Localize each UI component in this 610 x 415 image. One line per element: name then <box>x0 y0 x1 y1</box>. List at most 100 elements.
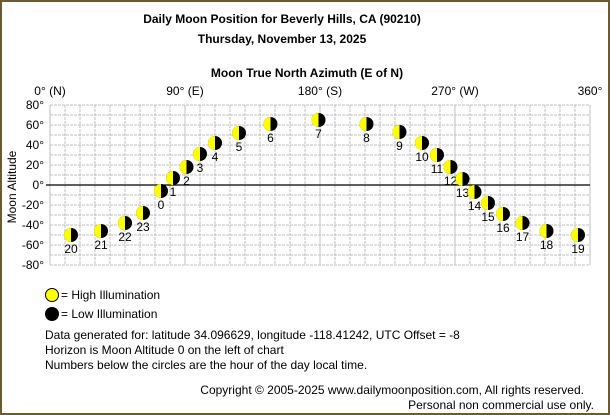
moon-point: 5 <box>232 126 246 154</box>
moon-point: 3 <box>193 147 207 175</box>
hour-label: 22 <box>118 230 132 244</box>
hour-label: 10 <box>415 150 429 164</box>
note-location: Data generated for: latitude 34.096629, … <box>45 328 460 342</box>
hour-label: 14 <box>468 199 482 213</box>
moon-lit-half <box>496 207 503 221</box>
moon-point: 21 <box>94 224 108 252</box>
moon-lit-half <box>430 148 437 162</box>
hour-label: 9 <box>396 139 403 153</box>
moon-lit-half <box>515 216 523 230</box>
moon-lit-half <box>136 206 143 220</box>
moon-lit-half <box>193 147 200 161</box>
y-tick-label: -40° <box>22 218 44 232</box>
moon-point: 15 <box>481 196 495 224</box>
legend-low-label: = Low Illumination <box>61 307 158 321</box>
hour-label: 1 <box>170 185 177 199</box>
moon-lit-half <box>481 196 488 210</box>
x-tick-label: 270° (W) <box>431 84 478 98</box>
hour-label: 5 <box>236 140 243 154</box>
moon-lit-half <box>443 160 451 174</box>
moon-point: 8 <box>359 117 374 145</box>
hour-label: 12 <box>444 174 458 188</box>
moon-point: 11 <box>430 148 444 176</box>
hour-label: 4 <box>212 150 219 164</box>
moon-lit-half <box>208 136 215 150</box>
moon-point: 17 <box>515 216 530 244</box>
x-axis-title: Moon True North Azimuth (E of N) <box>210 66 404 80</box>
x-tick-label: 90° (E) <box>166 84 203 98</box>
hour-label: 23 <box>136 220 150 234</box>
legend-low-icon <box>45 307 59 321</box>
x-tick-label: 180° (S) <box>298 84 342 98</box>
moon-lit-half <box>166 171 173 185</box>
hour-label: 15 <box>481 210 495 224</box>
hour-label: 8 <box>363 131 370 145</box>
moon-point: 10 <box>415 136 429 164</box>
y-tick-label: 40° <box>26 138 44 152</box>
note-hours: Numbers below the circles are the hour o… <box>45 358 368 372</box>
chart-date: Thursday, November 13, 2025 <box>197 32 367 46</box>
moon-point: 23 <box>136 206 150 234</box>
hour-label: 18 <box>540 238 554 252</box>
hour-label: 2 <box>183 174 190 188</box>
note-horizon: Horizon is Moon Altitude 0 on the left o… <box>45 343 284 357</box>
moon-lit-half <box>263 117 271 131</box>
moon-lit-half <box>467 185 475 199</box>
hour-label: 21 <box>94 238 108 252</box>
hour-label: 19 <box>571 242 585 256</box>
moon-point: 0 <box>154 184 168 212</box>
x-tick-label: 360° <box>578 84 603 98</box>
moon-point: 19 <box>571 228 585 256</box>
moon-lit-half <box>232 126 239 140</box>
y-tick-label: -20° <box>22 198 44 212</box>
hour-label: 11 <box>431 162 444 176</box>
hour-label: 3 <box>197 161 204 175</box>
moon-lit-half <box>154 184 161 198</box>
hour-label: 6 <box>267 131 274 145</box>
moon-point: 22 <box>118 216 132 244</box>
moon-lit-half <box>415 136 422 150</box>
hour-label: 13 <box>456 186 470 200</box>
moon-point: 12 <box>443 160 458 188</box>
moon-lit-half <box>179 160 187 174</box>
moon-point: 16 <box>496 207 510 235</box>
moon-point: 6 <box>263 117 278 145</box>
axis-ticks: 0° (N) 90° (E) 180° (S) 270° (W) 360°80°60°4… <box>22 84 603 272</box>
hour-label: 17 <box>516 230 530 244</box>
y-tick-label: 0° <box>33 178 45 192</box>
moon-point: 7 <box>311 113 326 141</box>
y-tick-label: 60° <box>26 118 44 132</box>
moon-point: 9 <box>392 125 407 153</box>
moon-lit-half <box>359 117 367 131</box>
usage-note: Personal non commercial use only. <box>408 398 594 412</box>
moon-lit-half <box>392 125 400 140</box>
x-tick-label: 0° (N) <box>34 84 65 98</box>
grid <box>46 104 591 266</box>
moon-lit-half <box>311 113 319 127</box>
moon-point: 14 <box>467 185 482 213</box>
hour-label: 0 <box>158 198 165 212</box>
moon-lit-half <box>118 216 125 230</box>
moon-point: 2 <box>179 160 194 188</box>
moon-lit-half <box>94 224 101 238</box>
y-tick-label: 20° <box>26 158 44 172</box>
y-tick-label: -80° <box>22 258 44 272</box>
copyright: Copyright © 2005-2025 www.dailymoonposit… <box>200 383 584 397</box>
hour-label: 7 <box>315 127 322 141</box>
chart-title: Daily Moon Position for Beverly Hills, C… <box>143 12 421 26</box>
legend-high-label: = High Illumination <box>61 288 161 302</box>
moon-lit-half <box>64 228 71 242</box>
hour-label: 16 <box>496 221 510 235</box>
y-axis-title: Moon Altitude <box>5 150 19 223</box>
y-tick-label: 80° <box>26 98 44 112</box>
moon-point: 13 <box>455 172 470 200</box>
moon-lit-half <box>539 224 547 238</box>
moon-point: 1 <box>166 171 180 199</box>
moon-point: 4 <box>208 136 222 164</box>
moon-point: 20 <box>64 228 78 256</box>
y-tick-label: -60° <box>22 238 44 252</box>
moon-point: 18 <box>539 224 554 252</box>
